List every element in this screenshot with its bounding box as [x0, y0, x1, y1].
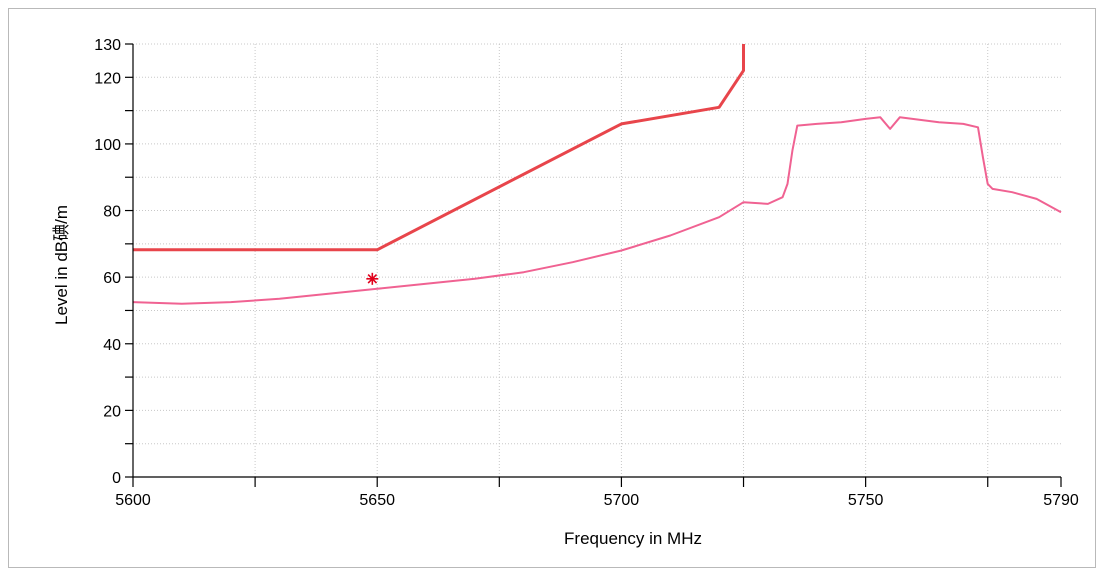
y-tick-label: 20 — [103, 403, 121, 420]
y-tick-label: 130 — [94, 37, 121, 54]
peak-marker — [366, 272, 379, 285]
axes — [125, 43, 1062, 487]
measurement-line — [132, 116, 1062, 305]
tick-labels: 0 20 40 60 80 100 120 130 5600 5650 5700 5750 5790 — [94, 37, 1079, 509]
y-tick-label: 100 — [94, 137, 121, 154]
x-tick-label: 5650 — [359, 492, 395, 509]
y-tick-label: 80 — [103, 204, 121, 221]
limit-line — [133, 44, 745, 252]
marker-stroke — [367, 274, 378, 284]
x-tick-label: 5790 — [1043, 492, 1079, 509]
y-tick-label: 60 — [103, 270, 121, 287]
y-tick-label: 120 — [94, 70, 121, 87]
y-axis-title: Level in dB碘/m — [52, 205, 71, 325]
x-tick-label: 5600 — [115, 492, 151, 509]
x-tick-label: 5750 — [848, 492, 884, 509]
x-axis-title: Frequency in MHz — [564, 529, 702, 548]
chart-frame — [8, 8, 1096, 568]
y-tick-label: 40 — [103, 337, 121, 354]
line-chart: 0 20 40 60 80 100 120 130 5600 5650 5700 5750 5790 F… — [52, 37, 1079, 548]
y-tick-label: 0 — [112, 470, 121, 487]
series-layer — [132, 44, 1062, 305]
grid-lines — [132, 43, 1061, 477]
x-tick-label: 5700 — [604, 492, 640, 509]
